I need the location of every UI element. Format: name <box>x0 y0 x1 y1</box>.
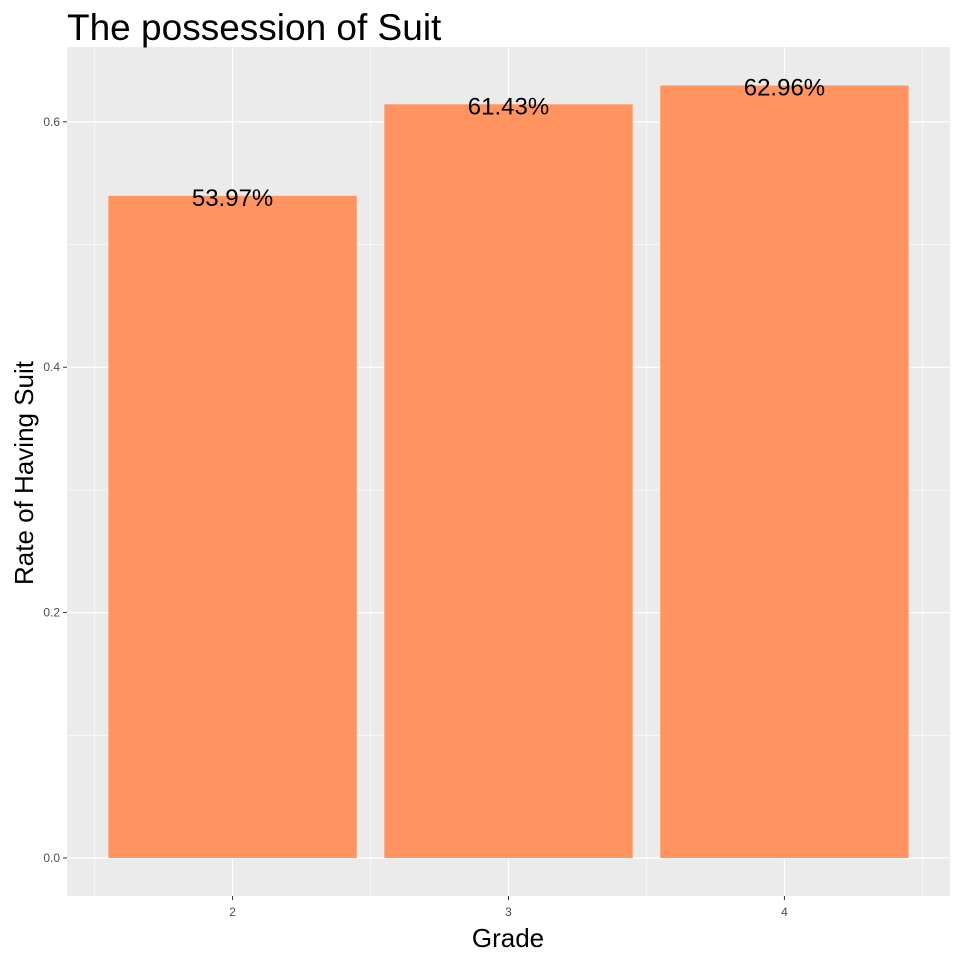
y-tick-label: 0.6 <box>43 115 60 129</box>
x-tick-label: 3 <box>505 905 512 919</box>
x-tick-label: 4 <box>781 905 788 919</box>
data-labels-group: 53.97% 61.43% 62.96% <box>192 75 825 212</box>
bar-grade-3 <box>384 104 633 858</box>
bar-grade-2 <box>108 195 357 858</box>
y-axis-title: Rate of Having Suit <box>9 360 39 585</box>
data-label-grade-2: 53.97% <box>192 185 273 212</box>
x-tick-label: 2 <box>229 905 236 919</box>
bar-grade-4 <box>660 85 909 858</box>
bars-group <box>108 85 909 858</box>
y-tick-label: 0.2 <box>43 606 60 620</box>
data-label-grade-4: 62.96% <box>744 75 825 102</box>
y-tick-label: 0.4 <box>43 360 60 374</box>
x-axis-title: Grade <box>472 923 544 953</box>
y-tick-label: 0.0 <box>43 851 60 865</box>
chart-title: The possession of Suit <box>67 7 442 48</box>
axis-ticks-group: 0.0 0.2 0.4 0.6 2 3 4 <box>43 115 788 919</box>
data-label-grade-3: 61.43% <box>468 93 549 120</box>
